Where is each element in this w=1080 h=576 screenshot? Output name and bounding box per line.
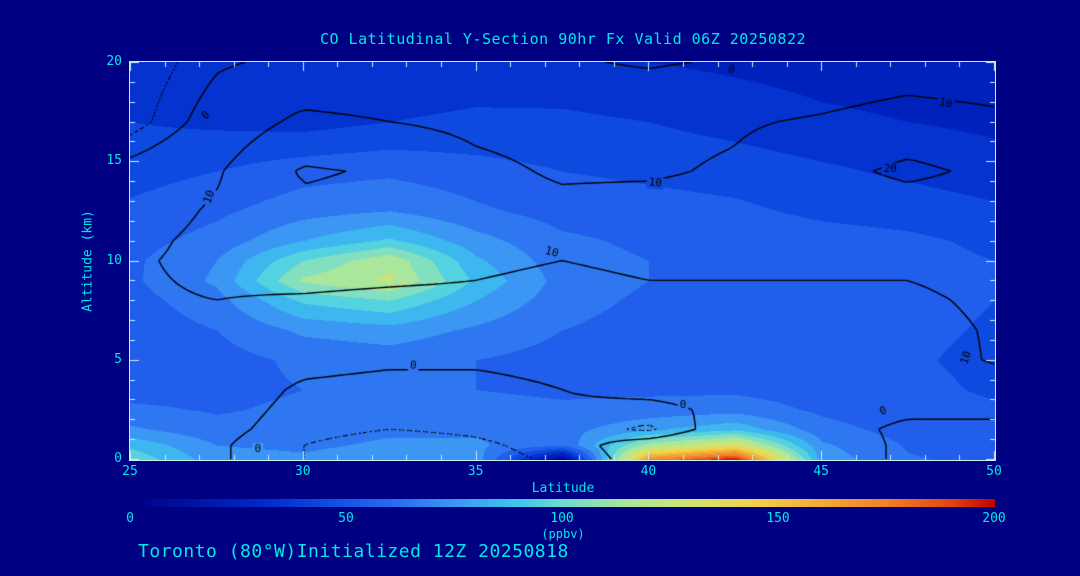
- x-tick-label: 40: [640, 464, 657, 479]
- colorbar-tick-label: 50: [338, 511, 354, 526]
- x-tick-label: 25: [122, 464, 138, 479]
- colorbar-tick-label: 200: [982, 511, 1006, 526]
- y-tick-label: 5: [114, 351, 122, 367]
- colorbar-tick-label: 0: [126, 511, 134, 526]
- y-tick-label: 15: [106, 153, 122, 169]
- plot-frame: [129, 61, 996, 461]
- x-tick-label: 50: [986, 464, 1002, 479]
- x-tick-label: 35: [467, 464, 484, 479]
- chart-title: CO Latitudinal Y-Section 90hr Fx Valid 0…: [319, 30, 807, 48]
- colorbar-tick-label: 150: [766, 511, 790, 526]
- colorbar-gradient-canvas: [130, 499, 995, 507]
- y-tick-label: 0: [114, 451, 122, 466]
- x-tick-label: 30: [294, 464, 311, 479]
- y-tick-label: 10: [106, 252, 122, 268]
- colorbar-tick-label: 100: [550, 511, 574, 526]
- cross-section-plot-canvas: [130, 62, 995, 460]
- y-tick-label: 20: [106, 54, 122, 69]
- colorbar-units-label: (ppbv): [541, 527, 585, 541]
- colorbar: [130, 499, 995, 507]
- x-axis-label: Latitude: [531, 481, 595, 496]
- x-tick-label: 45: [813, 464, 830, 479]
- model-init-label: Toronto (80°W)Initialized 12Z 20250818: [138, 541, 569, 562]
